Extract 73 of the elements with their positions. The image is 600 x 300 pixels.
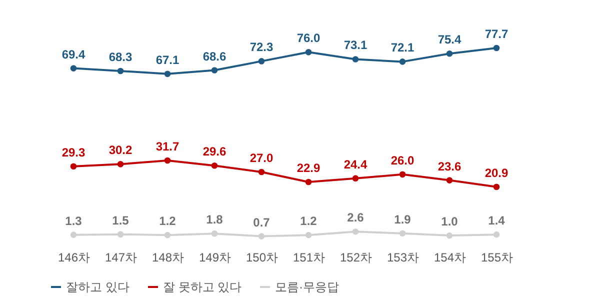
data-label: 68.3 — [108, 50, 132, 64]
point — [117, 68, 124, 74]
point — [446, 232, 453, 239]
legend-label: 모름·무응답 — [275, 280, 339, 294]
point — [70, 65, 77, 72]
point — [164, 232, 171, 238]
data-label: 20.9 — [484, 166, 508, 180]
point — [399, 171, 406, 178]
point — [117, 160, 124, 168]
point — [446, 50, 453, 57]
data-label: 0.7 — [253, 215, 270, 230]
point — [399, 58, 406, 65]
point — [70, 163, 77, 170]
x-tick-label: 153차 — [386, 250, 420, 264]
data-label: 72.1 — [390, 40, 414, 55]
point — [446, 177, 453, 184]
data-label: 69.4 — [62, 47, 86, 62]
data-label: 75.4 — [438, 32, 462, 47]
data-label: 29.3 — [62, 145, 86, 160]
data-label: 1.9 — [394, 212, 412, 226]
point — [117, 231, 124, 238]
data-label: 76.0 — [296, 31, 320, 46]
point — [493, 184, 500, 190]
x-tick-label: 150차 — [246, 250, 278, 264]
point — [70, 232, 77, 238]
data-label: 1.0 — [441, 214, 458, 229]
point — [305, 49, 312, 56]
data-label: 23.6 — [438, 159, 462, 174]
x-tick-label: 149차 — [198, 250, 232, 264]
point — [258, 168, 265, 176]
data-label: 30.2 — [108, 143, 132, 158]
legend-label: 잘 못하고 있다 — [163, 280, 242, 294]
point — [352, 228, 359, 235]
point — [305, 232, 312, 238]
data-label: 31.7 — [156, 139, 180, 154]
point — [164, 157, 171, 164]
data-label: 26.0 — [390, 153, 414, 168]
x-tick-label: 152차 — [340, 250, 372, 264]
data-label: 72.3 — [250, 40, 274, 54]
legend-label: 잘하고 있다 — [66, 280, 130, 294]
point — [352, 56, 359, 62]
point — [305, 178, 312, 186]
point — [493, 44, 500, 52]
x-tick-label: 148차 — [152, 250, 184, 264]
point — [211, 67, 218, 74]
point — [211, 162, 218, 169]
point — [399, 230, 406, 237]
data-label: 68.6 — [202, 49, 226, 64]
data-label: 24.4 — [344, 157, 368, 172]
point — [352, 175, 359, 182]
point — [258, 58, 265, 64]
x-tick-label: 154차 — [434, 250, 466, 264]
data-label: 29.6 — [202, 144, 226, 159]
point — [493, 231, 500, 238]
point — [211, 230, 218, 237]
point — [164, 70, 171, 78]
x-tick-label: 147차 — [104, 250, 138, 264]
point — [258, 233, 265, 240]
data-label: 67.1 — [156, 52, 180, 67]
data-label: 1.4 — [488, 214, 506, 228]
x-tick-label: 155차 — [480, 250, 514, 264]
data-label: 1.2 — [300, 214, 318, 228]
data-label: 1.3 — [65, 214, 82, 228]
x-tick-label: 146차 — [58, 250, 90, 264]
data-label: 73.1 — [344, 38, 368, 52]
data-label: 22.9 — [296, 161, 320, 176]
x-tick-label: 151차 — [292, 250, 326, 264]
data-label: 27.0 — [250, 150, 274, 165]
data-label: 77.7 — [484, 27, 508, 41]
data-label: 2.6 — [347, 210, 364, 225]
data-label: 1.2 — [159, 214, 176, 228]
data-label: 1.8 — [206, 212, 224, 227]
data-label: 1.5 — [112, 213, 130, 228]
